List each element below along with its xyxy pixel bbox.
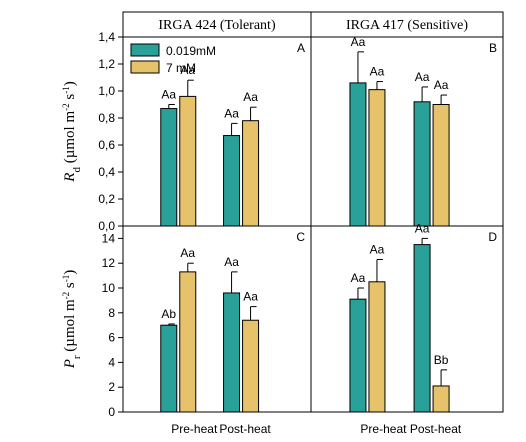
x-tick-label: Post-heat (219, 422, 271, 436)
panel-letter: A (297, 41, 305, 55)
significance-label: Aa (351, 35, 366, 49)
y-tick-label: 0,4 (98, 165, 115, 179)
panel-letter: D (488, 230, 497, 244)
bar (368, 89, 386, 227)
y-tick-label: 0,6 (98, 138, 115, 152)
y-axis-label-part: d (71, 167, 83, 173)
x-tick-label: Pre-heat (171, 422, 218, 436)
significance-label: Ab (161, 307, 176, 321)
panel-letter: B (489, 41, 497, 55)
panel-frame (122, 225, 312, 413)
panel-frame (310, 225, 504, 413)
bar (242, 120, 260, 227)
legend-swatch (130, 43, 160, 57)
bar (179, 95, 197, 227)
y-axis-label-part: ) (62, 270, 78, 275)
significance-label: Aa (243, 90, 258, 104)
y-tick-label: 2 (108, 380, 115, 394)
legend-label: 0.019mM (166, 44, 216, 58)
y-tick-label: 1,2 (98, 57, 115, 71)
y-axis-label-part: r (71, 355, 83, 359)
panel-title-box (310, 11, 504, 38)
panel-title: IRGA 417 (Sensitive) (346, 18, 468, 33)
y-axis-label-part: -1 (61, 86, 71, 94)
y-tick-label: 1,0 (98, 84, 115, 98)
significance-label: Aa (415, 221, 430, 235)
significance-label: Aa (243, 290, 258, 304)
bar (223, 292, 241, 413)
significance-label: Aa (351, 271, 366, 285)
y-axis-label-part: P (62, 359, 78, 369)
bar (223, 135, 241, 227)
significance-label: Aa (180, 63, 195, 77)
y-axis-label-part: s (62, 94, 78, 104)
legend-swatch (130, 60, 160, 74)
y-tick-label: 4 (108, 355, 115, 369)
significance-label: Aa (224, 106, 239, 120)
bar (413, 101, 431, 227)
y-tick-label: 0,2 (98, 192, 115, 206)
bar (349, 82, 367, 227)
y-tick-label: 0 (108, 405, 115, 419)
significance-label: Bb (434, 353, 449, 367)
significance-label: Aa (161, 88, 176, 102)
y-axis-label-part: -2 (61, 292, 71, 300)
bar (349, 298, 367, 413)
panel-title-box (122, 11, 312, 38)
x-tick-label: Post-heat (410, 422, 462, 436)
significance-label: Aa (370, 65, 385, 79)
bar (413, 244, 431, 413)
significance-label: Aa (180, 246, 195, 260)
y-axis-label-part: -1 (61, 275, 71, 283)
panel-letter: C (296, 230, 305, 244)
y-tick-label: 0,0 (98, 219, 115, 233)
bar (368, 281, 386, 413)
y-axis-label-part: -2 (61, 103, 71, 111)
y-axis-label-part: s (62, 282, 78, 292)
y-axis-label: Pr (µmol m-2 s-1) (61, 270, 83, 370)
legend-label: 7 mM (166, 61, 196, 75)
panel-title: IRGA 424 (Tolerant) (158, 18, 276, 33)
y-tick-label: 8 (108, 306, 115, 320)
significance-label: Aa (370, 242, 385, 256)
bar (160, 324, 178, 413)
panel-frame (310, 36, 504, 227)
bar (160, 108, 178, 227)
y-axis-label-part: (µmol m (62, 299, 78, 355)
x-tick-label: Pre-heat (360, 422, 407, 436)
significance-label: Aa (415, 70, 430, 84)
bar (242, 319, 260, 413)
significance-label: Aa (434, 78, 449, 92)
y-tick-label: 0,8 (98, 111, 115, 125)
y-tick-label: 6 (108, 331, 115, 345)
bar (432, 104, 450, 227)
y-tick-label: 14 (102, 231, 116, 245)
y-tick-label: 1,4 (98, 30, 115, 44)
y-axis-label-part: (µmol m (62, 111, 78, 167)
significance-label: Aa (224, 255, 239, 269)
bar (179, 271, 197, 413)
y-axis-label-part: R (62, 173, 78, 183)
y-tick-label: 10 (102, 281, 116, 295)
y-tick-label: 12 (102, 256, 116, 270)
y-axis-label: Rd (µmol m-2 s-1) (61, 81, 83, 182)
y-axis-label-part: ) (62, 81, 78, 86)
bar (432, 385, 450, 413)
